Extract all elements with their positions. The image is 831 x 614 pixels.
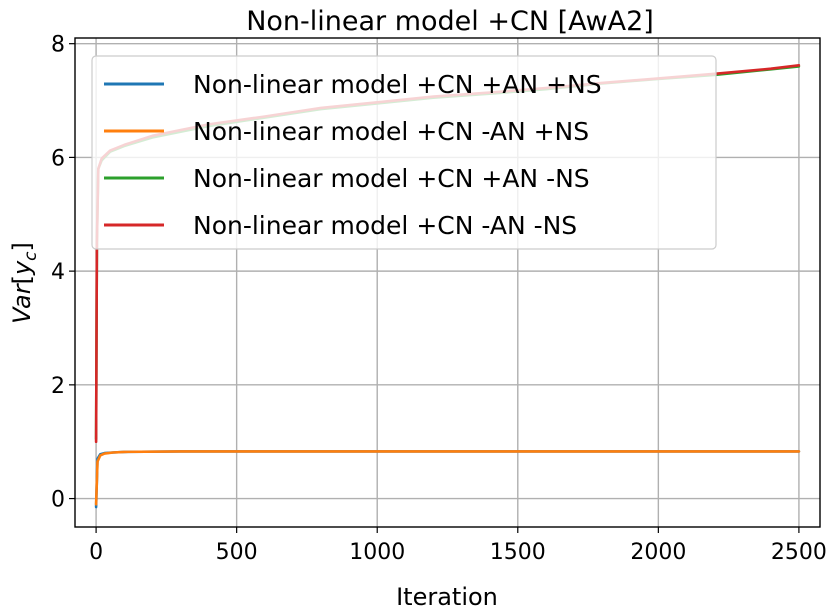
x-tick-label: 1000	[349, 540, 405, 565]
series-line-2	[94, 450, 801, 506]
x-tick-label: 2000	[630, 540, 686, 565]
y-ticks: 0 2 4 6 8	[51, 33, 75, 513]
y-axis-label: Var[yc]	[8, 242, 41, 324]
legend: Non-linear model +CN +AN +NS Non-linear m…	[91, 55, 717, 250]
y-tick-label: 0	[51, 488, 65, 513]
y-axis-label-sub: c	[21, 251, 41, 261]
x-tick-label: 2500	[771, 540, 827, 565]
x-tick-label: 500	[216, 540, 258, 565]
x-tick-label: 0	[89, 540, 103, 565]
legend-label-3: Non-linear model +CN +AN -NS	[193, 164, 590, 193]
y-axis-label-var: y	[8, 260, 36, 276]
y-tick-label: 2	[51, 374, 65, 399]
plot-frame	[74, 37, 821, 528]
y-axis-label-main: Var	[8, 282, 36, 324]
chart-title: Non-linear model +CN [AwA2]	[246, 6, 654, 37]
x-tick-label: 1500	[490, 540, 546, 565]
legend-box	[91, 55, 717, 250]
y-tick-label: 6	[51, 146, 65, 171]
x-ticks: 0 500 1000 1500 2000 2500	[89, 527, 827, 565]
y-tick-label: 4	[51, 260, 65, 285]
legend-label-2: Non-linear model +CN -AN +NS	[193, 117, 589, 146]
legend-label-4: Non-linear model +CN -AN -NS	[193, 211, 577, 240]
legend-label-1: Non-linear model +CN +AN +NS	[193, 70, 602, 99]
x-axis-label: Iteration	[396, 583, 498, 611]
y-tick-label: 8	[51, 33, 65, 58]
